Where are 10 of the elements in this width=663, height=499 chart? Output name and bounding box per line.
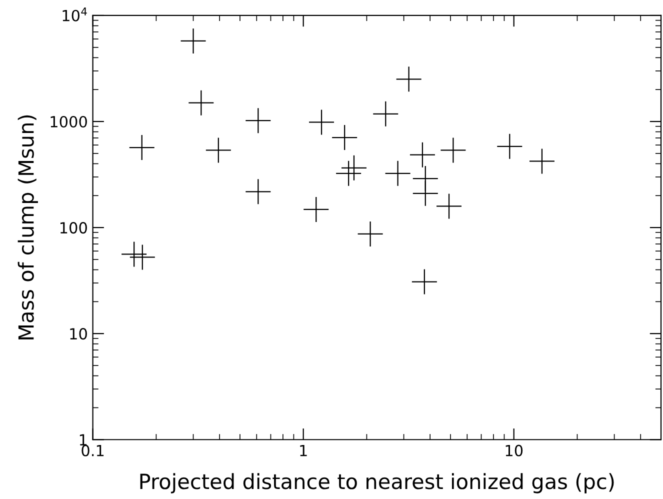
y-tick-label: 10$^{4}$: [62, 8, 87, 22]
x-tick-label: 0.1: [82, 444, 104, 456]
y-axis-title: Mass of clump (Msun): [18, 115, 38, 340]
y-tick-label: 1: [80, 434, 87, 446]
x-axis-title: Projected distance to nearest ionized gas (pc): [140, 473, 614, 494]
x-tick-label: 10: [506, 444, 523, 456]
y-tick-label: 1000: [50, 116, 87, 128]
y-tick-label: 10: [70, 328, 87, 340]
y-tick-label: 100: [60, 222, 87, 234]
x-tick-label: 1: [300, 444, 307, 456]
